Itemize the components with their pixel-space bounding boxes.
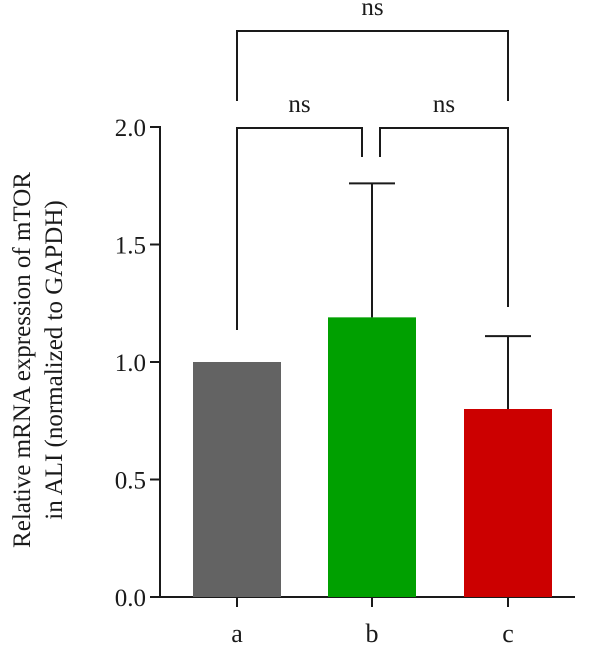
axes: 0.0 0.5 1.0 1.5 2.0 a b c xyxy=(115,115,575,645)
bar-a xyxy=(193,362,281,597)
y-tick-label: 1.5 xyxy=(115,233,146,260)
y-tick-label: 0.5 xyxy=(115,468,146,495)
significance-label: ns xyxy=(433,91,455,118)
y-axis-title-line1: Relative mRNA expression of mTOR xyxy=(9,172,36,548)
y-axis-title: Relative mRNA expression of mTOR in ALI … xyxy=(9,172,68,548)
y-axis-title-line2: in ALI (normalized to GAPDH) xyxy=(41,200,68,519)
x-tick-label: a xyxy=(231,619,243,645)
error-bars xyxy=(349,182,531,409)
bar-b xyxy=(328,317,416,597)
significance-bracket xyxy=(236,30,509,101)
significance-label: ns xyxy=(288,91,310,118)
x-tick-label: b xyxy=(366,619,379,645)
bar-c xyxy=(464,409,552,597)
significance-bracket xyxy=(236,127,363,330)
y-tick-label: 2.0 xyxy=(115,115,146,142)
significance-brackets: ns ns ns xyxy=(236,0,509,330)
x-tick-label: c xyxy=(502,619,514,645)
y-tick-label: 0.0 xyxy=(115,585,146,612)
significance-label: ns xyxy=(361,0,383,21)
significance-bracket xyxy=(379,127,509,307)
y-tick-label: 1.0 xyxy=(115,350,146,377)
bars xyxy=(193,317,552,597)
